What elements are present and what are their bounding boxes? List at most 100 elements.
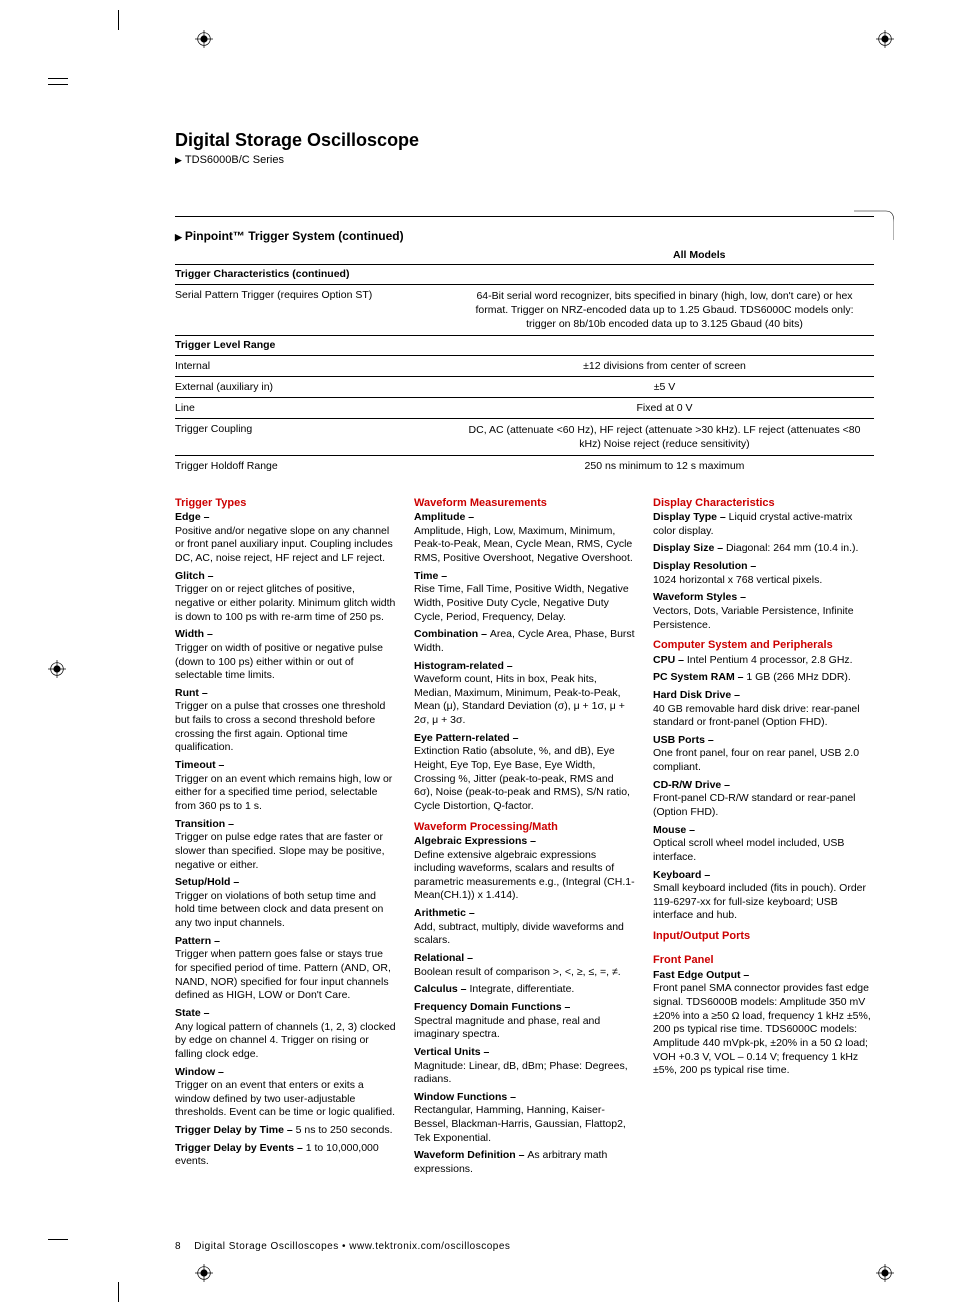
spec-label: Transition – <box>175 818 396 832</box>
spec-label: CD-R/W Drive – <box>653 779 874 793</box>
spec-item: Edge –Positive and/or negative slope on … <box>175 511 396 566</box>
table-row: Trigger Holdoff Range250 ns minimum to 1… <box>175 460 874 472</box>
spec-item: Display Size – Diagonal: 264 mm (10.4 in… <box>653 542 874 556</box>
spec-table: All Models Trigger Characteristics (cont… <box>175 249 874 472</box>
spec-text: Trigger on violations of both setup time… <box>175 890 396 931</box>
spec-label: Mouse – <box>653 824 874 838</box>
rule-line <box>175 376 874 377</box>
red-heading: Computer System and Peripherals <box>653 638 874 652</box>
table-row: LineFixed at 0 V <box>175 402 874 414</box>
red-heading: Trigger Types <box>175 496 396 510</box>
spec-label: Keyboard – <box>653 869 874 883</box>
spec-text: Optical scroll wheel model included, USB… <box>653 837 874 864</box>
spec-item: State –Any logical pattern of channels (… <box>175 1007 396 1062</box>
spec-label: Setup/Hold – <box>175 876 396 890</box>
spec-label: Timeout – <box>175 759 396 773</box>
red-heading: Waveform Measurements <box>414 496 635 510</box>
spec-label: Display Resolution – <box>653 560 874 574</box>
spec-item: Eye Pattern-related –Extinction Ratio (a… <box>414 732 635 814</box>
spec-item: Combination – Area, Cycle Area, Phase, B… <box>414 628 635 655</box>
spec-text: One front panel, four on rear panel, USB… <box>653 747 874 774</box>
spec-item: CD-R/W Drive –Front-panel CD-R/W standar… <box>653 779 874 820</box>
spec-label: Pattern – <box>175 935 396 949</box>
corner-rule-icon <box>854 210 894 245</box>
spec-item: Width –Trigger on width of positive or n… <box>175 628 396 683</box>
spec-label: State – <box>175 1007 396 1021</box>
spec-item: Amplitude –Amplitude, High, Low, Maximum… <box>414 511 635 566</box>
spec-label: Algebraic Expressions – <box>414 835 635 849</box>
spec-item: Setup/Hold –Trigger on violations of bot… <box>175 876 396 931</box>
spec-text: Waveform count, Hits in box, Peak hits, … <box>414 673 635 728</box>
rule-line <box>175 418 874 419</box>
row-label: External (auxiliary in) <box>175 381 455 393</box>
spec-text: Trigger on an event that enters or exits… <box>175 1079 396 1120</box>
spec-text: 1024 horizontal x 768 vertical pixels. <box>653 574 874 588</box>
row-value: 250 ns minimum to 12 s maximum <box>455 460 874 472</box>
crop-mark-icon <box>48 78 68 79</box>
spec-text: Positive and/or negative slope on any ch… <box>175 525 396 566</box>
spec-item: Fast Edge Output –Front panel SMA connec… <box>653 969 874 1078</box>
crop-mark-icon <box>118 1282 119 1302</box>
column-trigger-types: Trigger Types Edge –Positive and/or nega… <box>175 490 396 1181</box>
spec-label: Window – <box>175 1066 396 1080</box>
row-label: Internal <box>175 360 455 372</box>
crop-mark-icon <box>48 1239 68 1240</box>
spec-item: Hard Disk Drive –40 GB removable hard di… <box>653 689 874 730</box>
red-heading: Input/Output Ports <box>653 929 874 943</box>
series-line: ▶TDS6000B/C Series <box>175 154 874 166</box>
rule-line <box>175 355 874 356</box>
row-label: Line <box>175 402 455 414</box>
spec-item: Arithmetic –Add, subtract, multiply, div… <box>414 907 635 948</box>
spec-item: Vertical Units –Magnitude: Linear, dB, d… <box>414 1046 635 1087</box>
column-waveform: Waveform Measurements Amplitude –Amplitu… <box>414 490 635 1181</box>
spec-item: Algebraic Expressions –Define extensive … <box>414 835 635 903</box>
spec-item: Time –Rise Time, Fall Time, Positive Wid… <box>414 570 635 625</box>
registration-mark-icon <box>876 30 894 48</box>
row-label: Trigger Coupling <box>175 423 455 451</box>
row-heading: Trigger Level Range <box>175 339 874 351</box>
registration-mark-icon <box>48 660 66 678</box>
spec-text: Rise Time, Fall Time, Positive Width, Ne… <box>414 583 635 624</box>
spec-item: Waveform Styles –Vectors, Dots, Variable… <box>653 591 874 632</box>
spec-item: Keyboard –Small keyboard included (fits … <box>653 869 874 924</box>
spec-text: Amplitude, High, Low, Maximum, Minimum, … <box>414 525 635 566</box>
rule-line <box>175 216 874 217</box>
spec-text: 40 GB removable hard disk drive: rear-pa… <box>653 703 874 730</box>
spec-item: Timeout –Trigger on an event which remai… <box>175 759 396 814</box>
red-heading: Front Panel <box>653 953 874 967</box>
crop-mark-icon <box>48 84 68 85</box>
spec-item: Pattern –Trigger when pattern goes false… <box>175 935 396 1003</box>
spec-item: Mouse –Optical scroll wheel model includ… <box>653 824 874 865</box>
triangle-icon: ▶ <box>175 232 182 243</box>
triangle-icon: ▶ <box>175 155 182 166</box>
spec-item: Trigger Delay by Time – 5 ns to 250 seco… <box>175 1124 396 1138</box>
registration-mark-icon <box>195 1264 213 1282</box>
spec-label: Relational – <box>414 952 635 966</box>
spec-item: Histogram-related –Waveform count, Hits … <box>414 660 635 728</box>
spec-text: Small keyboard included (fits in pouch).… <box>653 882 874 923</box>
page-title: Digital Storage Oscilloscope <box>175 130 874 151</box>
column-header: All Models <box>525 249 875 261</box>
spec-text: Trigger on or reject glitches of positiv… <box>175 583 396 624</box>
spec-text: Magnitude: Linear, dB, dBm; Phase: Degre… <box>414 1060 635 1087</box>
table-row: Trigger CouplingDC, AC (attenuate <60 Hz… <box>175 423 874 451</box>
registration-mark-icon <box>876 1264 894 1282</box>
spec-item: Transition –Trigger on pulse edge rates … <box>175 818 396 873</box>
spec-item: Display Type – Liquid crystal active-mat… <box>653 511 874 538</box>
spec-item: Display Resolution –1024 horizontal x 76… <box>653 560 874 587</box>
spec-label: Time – <box>414 570 635 584</box>
spec-item: Trigger Delay by Events – 1 to 10,000,00… <box>175 1142 396 1169</box>
spec-item: Waveform Definition – As arbitrary math … <box>414 1149 635 1176</box>
spec-label: USB Ports – <box>653 734 874 748</box>
spec-label: Waveform Styles – <box>653 591 874 605</box>
spec-item: Calculus – Integrate, differentiate. <box>414 983 635 997</box>
spec-label: Eye Pattern-related – <box>414 732 635 746</box>
row-value: Fixed at 0 V <box>455 402 874 414</box>
row-label: Trigger Holdoff Range <box>175 460 455 472</box>
spec-label: Edge – <box>175 511 396 525</box>
spec-label: Glitch – <box>175 570 396 584</box>
spec-item: Window Functions –Rectangular, Hamming, … <box>414 1091 635 1146</box>
red-heading: Waveform Processing/Math <box>414 820 635 834</box>
spec-label: Window Functions – <box>414 1091 635 1105</box>
spec-label: Amplitude – <box>414 511 635 525</box>
